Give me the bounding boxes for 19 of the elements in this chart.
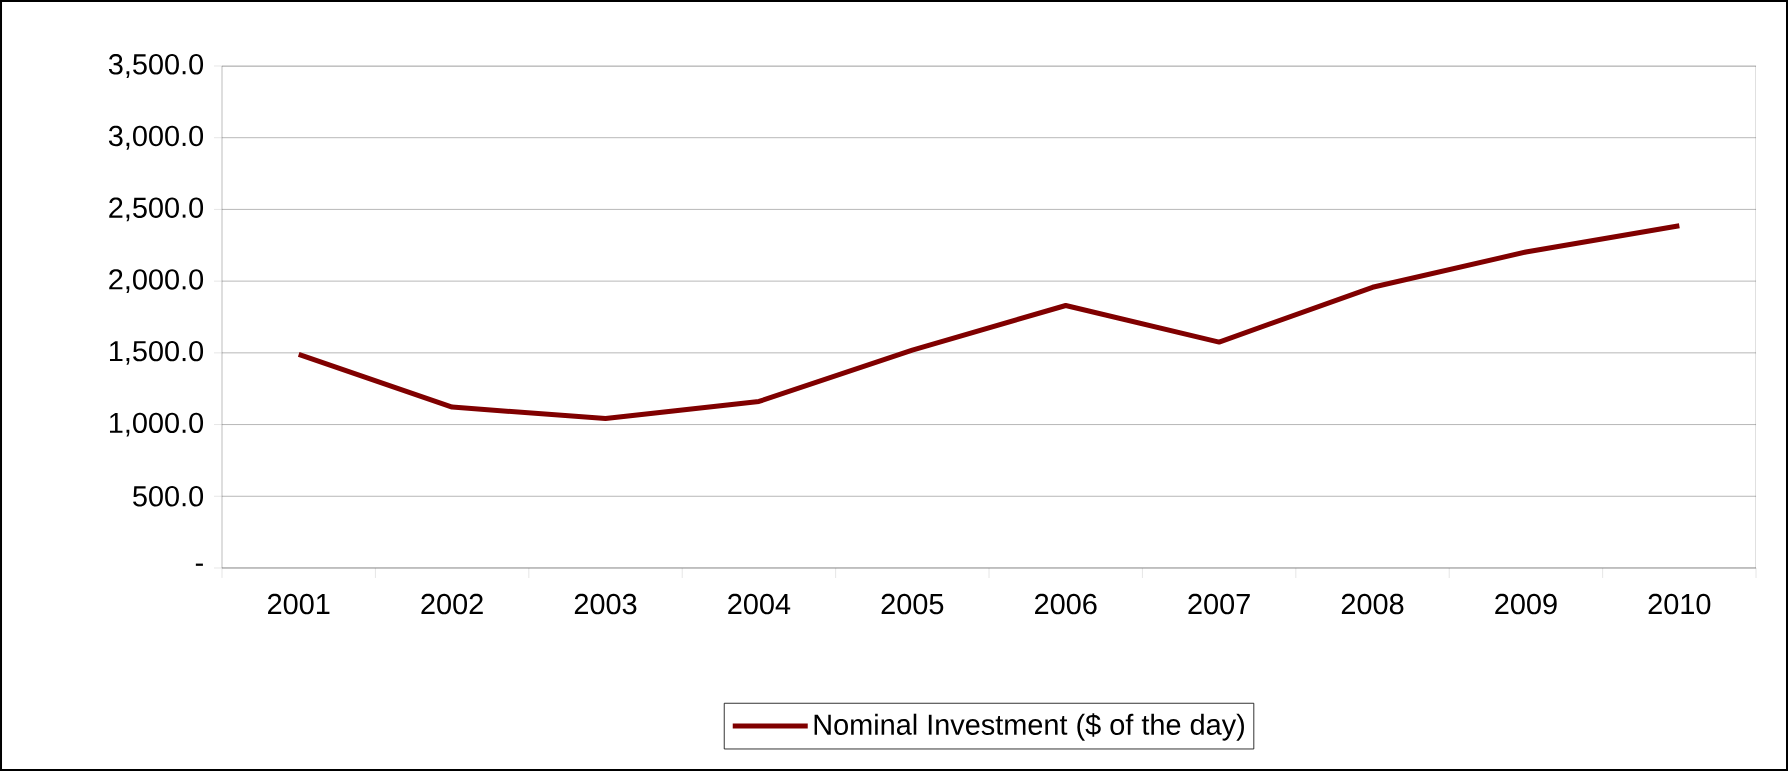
y-tick-label: 3,000.0 [108,125,204,150]
y-tick-label: 1,000.0 [109,412,204,437]
y-tick-label: 500.0 [133,486,204,507]
y-tick-label: 2,000.0 [109,269,204,294]
x-tick-label: 2007 [1188,593,1250,615]
x-tick-label: 2006 [1035,593,1097,615]
x-tick-label: 2003 [574,593,637,615]
x-tick-label: 2005 [881,593,944,615]
y-tick-label: - [195,563,203,566]
x-tick-label: 2002 [421,593,483,615]
x-tick-label: 2008 [1341,593,1404,615]
x-tick-label: 2004 [728,593,791,615]
y-tick-label: 2,500.0 [109,197,204,222]
x-tick-label: 2009 [1495,593,1557,615]
x-tick-label: 2010 [1648,593,1711,615]
x-tick-label: 2001 [268,593,330,615]
y-tick-label: 3,500.0 [108,54,204,78]
legend-label: Nominal Investment ($ of the day) [814,713,1244,741]
y-tick-label: 1,500.0 [109,340,204,365]
